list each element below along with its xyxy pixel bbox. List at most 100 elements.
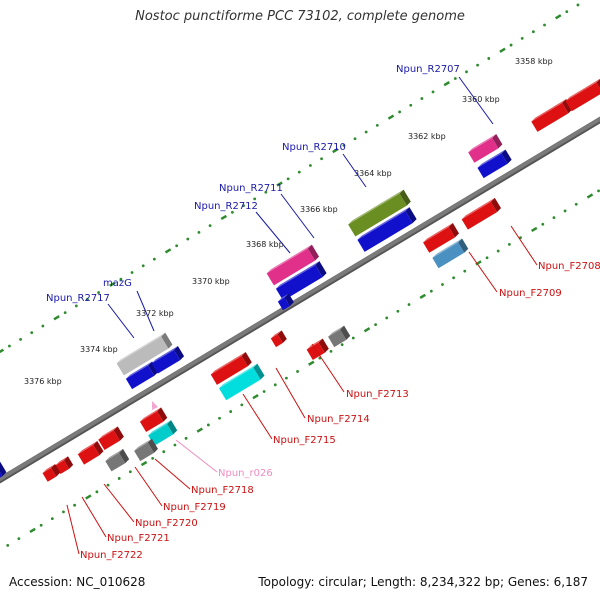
outer-scale-dot bbox=[230, 210, 234, 214]
outer-scale-dot bbox=[309, 164, 312, 167]
outer-scale-tick bbox=[332, 147, 339, 154]
outer-scale-dot bbox=[86, 297, 89, 301]
gene-red-small-side bbox=[113, 426, 124, 441]
label-leader-line bbox=[510, 225, 538, 266]
gene-blue-block-face bbox=[151, 350, 181, 374]
gene-red-small-top bbox=[306, 338, 323, 350]
gene-blue-edge-face bbox=[0, 472, 3, 478]
gene-red-block-face bbox=[139, 411, 164, 432]
label-leader-line bbox=[280, 193, 315, 239]
gene-olive-block-face bbox=[348, 193, 407, 237]
label-leader-line bbox=[342, 153, 367, 188]
outer-scale-tick bbox=[555, 14, 562, 20]
backbone-line bbox=[0, 116, 600, 482]
label-leader-line bbox=[81, 496, 107, 538]
gene-red-small-side bbox=[318, 338, 329, 353]
gene-steelblue-block-side bbox=[458, 238, 469, 253]
gene-red-block-top bbox=[210, 352, 246, 375]
gene-blue-edge bbox=[0, 461, 7, 478]
outer-scale-dot bbox=[409, 103, 413, 107]
gene-magenta-small-face bbox=[468, 138, 499, 163]
inner-scale-dot bbox=[507, 242, 511, 246]
inner-scale-dot bbox=[95, 490, 99, 494]
inner-scale-tick bbox=[531, 226, 538, 233]
label-leader-line bbox=[242, 393, 273, 440]
outer-scale-tick bbox=[443, 81, 450, 87]
gene-red-small-top bbox=[98, 426, 118, 440]
inner-scale-dot bbox=[296, 370, 299, 373]
gene-red-small-side bbox=[277, 330, 287, 343]
gene-blue-small-top bbox=[477, 149, 506, 168]
gene-red-small bbox=[77, 441, 104, 465]
outer-scale-tick bbox=[109, 281, 116, 287]
gene-cyan-block-face bbox=[219, 367, 261, 401]
gene-red-block-side bbox=[490, 197, 502, 213]
gene-red-block bbox=[139, 407, 168, 432]
inner-scale-tick bbox=[419, 293, 426, 299]
gene-label-npun_f2719: Npun_F2719 bbox=[163, 502, 226, 513]
gene-red-small-face bbox=[306, 342, 325, 360]
label-leader-line bbox=[136, 290, 155, 332]
gene-gray-small-side bbox=[119, 448, 130, 464]
gene-label-npun_f2718: Npun_F2718 bbox=[191, 485, 254, 496]
inner-scale-dot bbox=[597, 189, 600, 193]
gene-red-small-top bbox=[77, 441, 98, 455]
outer-scale-dot bbox=[74, 304, 78, 308]
outer-scale-dot bbox=[453, 77, 457, 80]
gene-cyan-block-top bbox=[148, 420, 172, 436]
gene-label-npun_r2711: Npun_R2711 bbox=[219, 183, 283, 194]
outer-scale-dot bbox=[197, 230, 201, 234]
outer-scale-dot bbox=[175, 244, 179, 248]
outer-scale-dot bbox=[431, 90, 435, 94]
gene-red-block bbox=[461, 197, 502, 230]
gene-red-block-top bbox=[565, 78, 600, 101]
gene-red-small-side bbox=[93, 441, 104, 456]
gene-label-npun_f2722: Npun_F2722 bbox=[80, 550, 143, 561]
gene-blue-block-top bbox=[275, 261, 320, 289]
inner-scale-dot bbox=[229, 410, 233, 413]
gene-blue-small-top bbox=[277, 293, 289, 302]
gene-red-small-face bbox=[77, 445, 100, 465]
inner-scale-tick bbox=[29, 527, 36, 534]
outer-scale-dot bbox=[253, 197, 257, 201]
gene-blue-block bbox=[357, 207, 417, 252]
scale-label: 3372 kbp bbox=[136, 309, 174, 318]
gene-blue-block-side bbox=[173, 346, 185, 361]
gene-gray-block bbox=[116, 332, 173, 376]
gene-gray-small-top bbox=[134, 438, 152, 451]
inner-scale-dot bbox=[50, 517, 54, 520]
inner-scale-tick bbox=[586, 193, 594, 199]
gene-blue-block bbox=[151, 346, 185, 374]
outer-scale-dot bbox=[41, 324, 45, 328]
gene-magenta-small-top bbox=[468, 134, 497, 153]
outer-scale-dot bbox=[576, 3, 580, 7]
label-leader-line bbox=[66, 504, 80, 555]
gene-red-small bbox=[306, 338, 329, 360]
inner-scale-dot bbox=[162, 450, 166, 454]
gene-red-small-side bbox=[51, 463, 61, 477]
gene-steelblue-block-face bbox=[432, 242, 465, 269]
gene-label-npun_f2720: Npun_F2720 bbox=[135, 518, 198, 529]
gene-olive-block-side bbox=[399, 189, 411, 206]
gene-blue-small-face bbox=[277, 297, 290, 311]
inner-scale-dot bbox=[407, 303, 411, 306]
gene-gray-block-side bbox=[161, 332, 173, 349]
inner-scale-dot bbox=[552, 216, 556, 220]
gene-gray-small-top bbox=[328, 325, 345, 337]
scale-label: 3370 kbp bbox=[192, 277, 230, 286]
inner-scale-dot bbox=[285, 376, 288, 380]
outer-scale-dot bbox=[565, 10, 569, 14]
gene-magenta-block-top bbox=[266, 244, 312, 274]
inner-scale-dot bbox=[117, 477, 121, 480]
gene-label-npun_f2715: Npun_F2715 bbox=[273, 435, 336, 446]
accession-text: Accession: NC_010628 bbox=[9, 575, 146, 589]
gene-red-block bbox=[423, 223, 459, 253]
inner-scale-dot bbox=[273, 383, 277, 387]
outer-scale-tick bbox=[53, 315, 60, 321]
gene-magenta-block bbox=[266, 244, 320, 286]
rna-marker bbox=[152, 401, 158, 410]
gene-steelblue-block-top bbox=[432, 238, 463, 258]
label-leader-line bbox=[134, 466, 163, 507]
inner-scale-dot bbox=[173, 443, 177, 447]
label-leader-line bbox=[255, 211, 291, 254]
